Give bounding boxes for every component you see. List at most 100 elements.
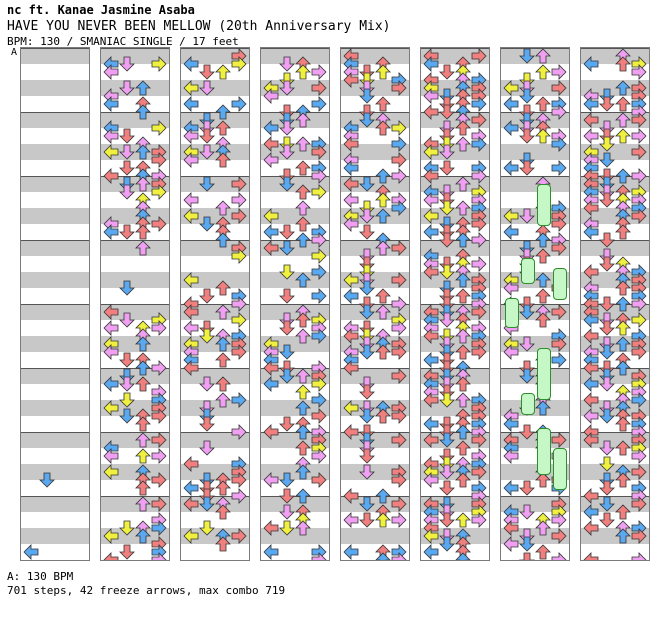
up-arrow-icon [615,440,631,456]
up-arrow-icon [135,360,151,376]
song-artist: nc ft. Kanae Jasmine Asaba [7,3,195,17]
down-arrow-icon [359,80,375,96]
down-arrow-icon [279,360,295,376]
left-arrow-icon [183,192,199,208]
measure-line [101,496,169,497]
measure-line [581,48,649,49]
up-arrow-icon [615,504,631,520]
up-arrow-icon [215,280,231,296]
right-arrow-icon [551,104,567,120]
up-arrow-icon [615,224,631,240]
up-arrow-icon [295,368,311,384]
down-arrow-icon [279,368,295,384]
right-arrow-icon [551,80,567,96]
left-arrow-icon [23,544,39,560]
right-arrow-icon [551,160,567,176]
right-arrow-icon [471,464,487,480]
measure-line [261,304,329,305]
right-arrow-icon [231,192,247,208]
down-arrow-icon [359,256,375,272]
right-arrow-icon [631,64,647,80]
right-arrow-icon [391,408,407,424]
right-arrow-icon [231,392,247,408]
down-arrow-icon [599,232,615,248]
up-arrow-icon [375,192,391,208]
measure-line [21,176,89,177]
left-arrow-icon [183,80,199,96]
down-arrow-icon [439,432,455,448]
left-arrow-icon [423,392,439,408]
down-arrow-icon [279,80,295,96]
down-arrow-icon [519,240,535,256]
right-arrow-icon [631,312,647,328]
right-arrow-icon [311,552,327,560]
down-arrow-icon [599,256,615,272]
right-arrow-icon [151,216,167,232]
left-arrow-icon [423,416,439,432]
right-arrow-icon [231,296,247,312]
up-arrow-icon [135,80,151,96]
up-arrow-icon [615,96,631,112]
up-arrow-icon [615,280,631,296]
down-arrow-icon [359,448,375,464]
right-arrow-icon [631,296,647,312]
down-arrow-icon [199,408,215,424]
right-arrow-icon [391,344,407,360]
down-arrow-icon [359,344,375,360]
left-arrow-icon [343,488,359,504]
down-arrow-icon [599,376,615,392]
up-arrow-icon [455,376,471,392]
bpm-legend: A: 130 BPM [7,570,74,583]
measure-line [101,112,169,113]
right-arrow-icon [231,208,247,224]
left-arrow-icon [503,448,519,464]
right-arrow-icon [391,432,407,448]
right-arrow-icon [391,240,407,256]
left-arrow-icon [183,528,199,544]
freeze-arrow [537,348,551,400]
left-arrow-icon [263,472,279,488]
down-arrow-icon [439,256,455,272]
down-arrow-icon [359,376,375,392]
down-arrow-icon [599,440,615,456]
down-arrow-icon [599,136,615,152]
down-arrow-icon [199,64,215,80]
up-arrow-icon [455,272,471,288]
down-arrow-icon [359,304,375,320]
up-arrow-icon [615,336,631,352]
down-arrow-icon [199,488,215,504]
down-arrow-icon [439,328,455,344]
down-arrow-icon [519,552,535,560]
up-arrow-icon [135,496,151,512]
left-arrow-icon [423,144,439,160]
left-arrow-icon [583,360,599,376]
up-arrow-icon [295,400,311,416]
measure-line [581,112,649,113]
right-arrow-icon [391,368,407,384]
left-arrow-icon [263,520,279,536]
left-arrow-icon [103,552,119,560]
right-arrow-icon [311,64,327,80]
left-arrow-icon [423,264,439,280]
up-arrow-icon [135,480,151,496]
up-arrow-icon [295,488,311,504]
left-arrow-icon [583,408,599,424]
right-arrow-icon [471,512,487,528]
down-arrow-icon [119,176,135,192]
down-arrow-icon [359,424,375,440]
down-arrow-icon [359,512,375,528]
left-arrow-icon [583,200,599,216]
up-arrow-icon [535,248,551,264]
measure-line [261,432,329,433]
down-arrow-icon [359,200,375,216]
right-arrow-icon [471,256,487,272]
left-arrow-icon [263,240,279,256]
down-arrow-icon [199,376,215,392]
right-arrow-icon [631,144,647,160]
up-arrow-icon [375,512,391,528]
left-arrow-icon [343,72,359,88]
down-arrow-icon [199,320,215,336]
left-arrow-icon [183,320,199,336]
up-arrow-icon [295,424,311,440]
down-arrow-icon [359,104,375,120]
